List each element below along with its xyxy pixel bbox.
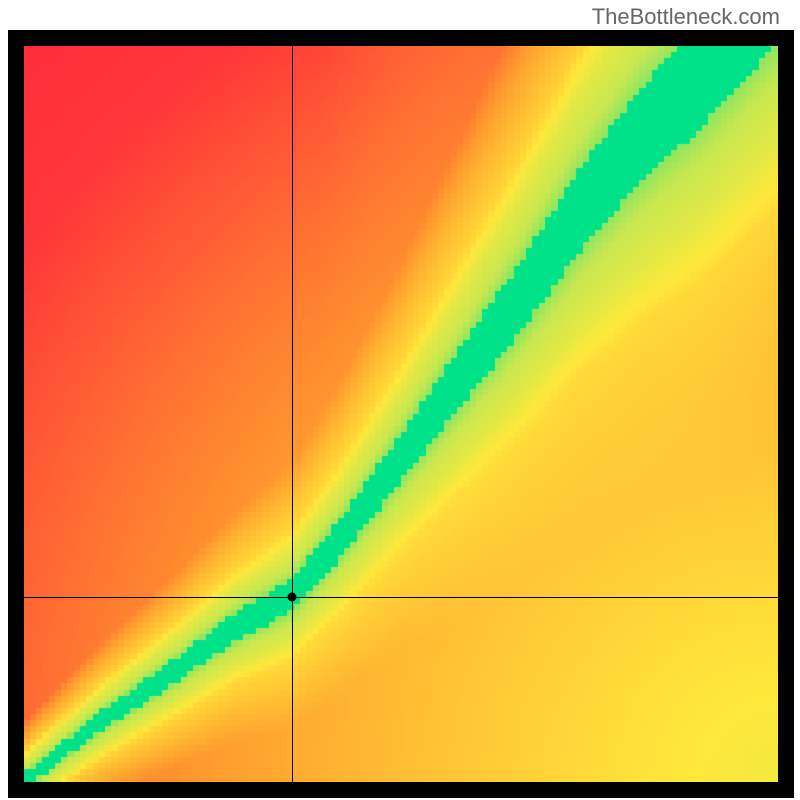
plot-frame [8,30,794,798]
crosshair-horizontal [24,597,778,598]
crosshair-vertical [292,46,293,782]
crosshair-marker [287,592,296,601]
watermark-text: TheBottleneck.com [592,4,780,30]
heatmap-canvas [24,46,778,782]
